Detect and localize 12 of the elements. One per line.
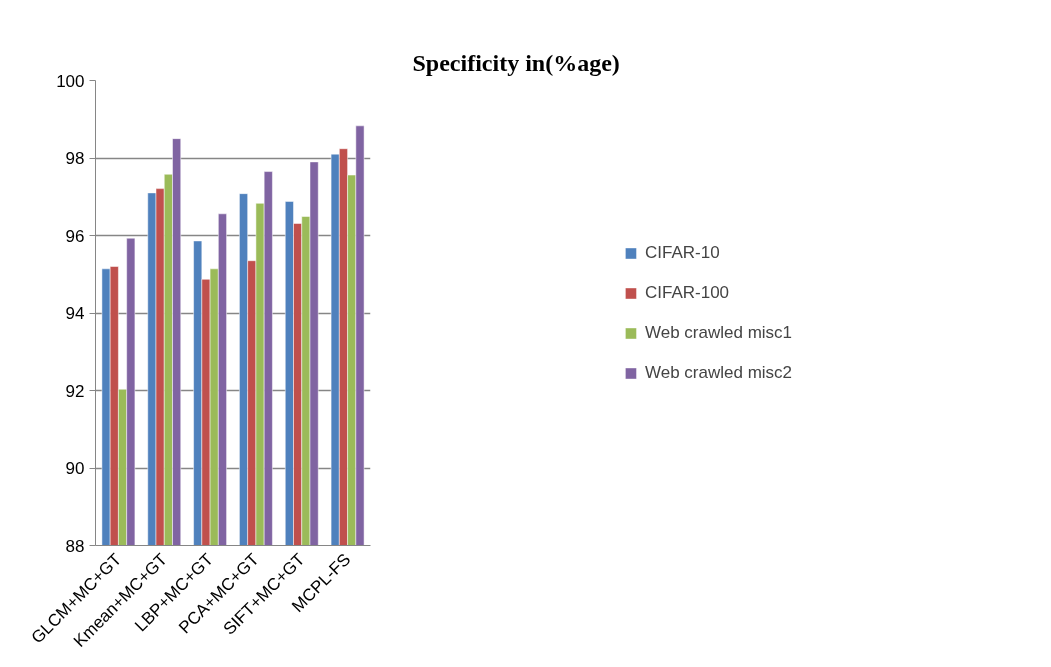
legend-label: Web crawled misc2 <box>644 362 793 383</box>
legend-label: Web crawled misc1 <box>644 322 793 343</box>
text: Specificity in(%age) <box>412 49 620 76</box>
y-tick-label: 92 <box>65 381 85 401</box>
y-tick-label: 94 <box>65 304 85 323</box>
y-tick-label: 98 <box>65 149 85 168</box>
y-tick-label: 90 <box>65 459 85 478</box>
y-tick-label: 96 <box>65 226 85 246</box>
legend-label: CIFAR-100 <box>644 282 730 303</box>
legend-label: CIFAR-10 <box>644 242 720 263</box>
y-tick-label: 100 <box>56 71 85 91</box>
y-tick-label: 88 <box>65 536 85 556</box>
